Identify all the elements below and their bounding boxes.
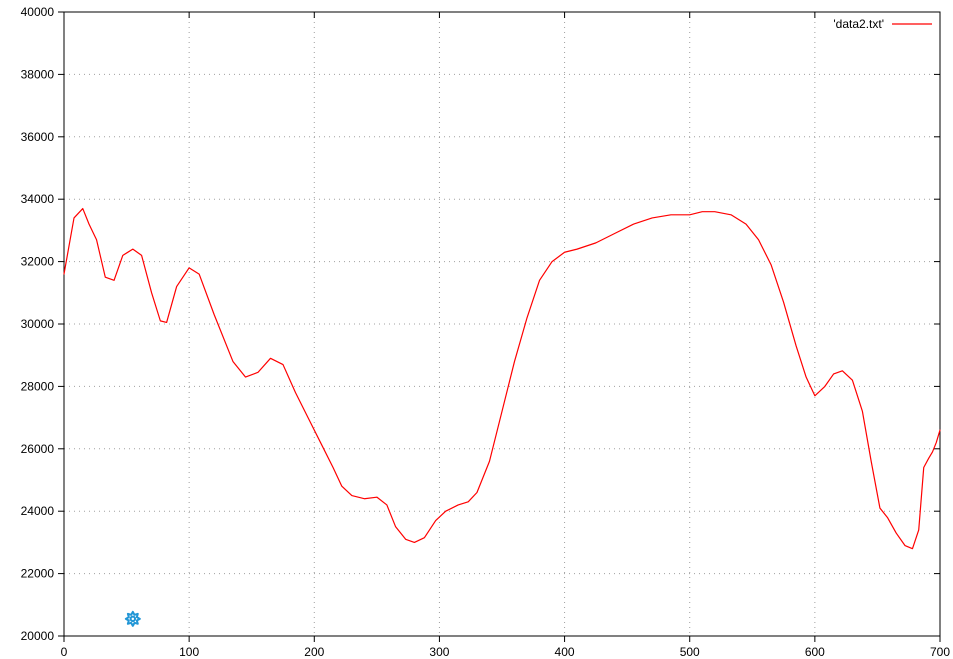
x-tick-label: 0 [61, 645, 68, 659]
x-tick-label: 200 [304, 645, 324, 659]
y-tick-label: 20000 [21, 629, 55, 643]
y-tick-label: 30000 [21, 317, 55, 331]
x-tick-label: 100 [179, 645, 199, 659]
legend-label: 'data2.txt' [833, 17, 884, 31]
x-tick-label: 400 [555, 645, 575, 659]
y-tick-label: 32000 [21, 255, 55, 269]
y-tick-label: 28000 [21, 379, 55, 393]
x-tick-label: 300 [429, 645, 449, 659]
line-chart: 0 100 200 300 400 500 600 700 20000 22000 24000 260… [0, 0, 953, 659]
x-tick-label: 600 [805, 645, 825, 659]
y-tick-label: 24000 [21, 504, 55, 518]
y-tick-label: 36000 [21, 130, 55, 144]
x-tick-label: 700 [930, 645, 950, 659]
chart-container: 0 100 200 300 400 500 600 700 20000 22000 24000 260… [0, 0, 953, 659]
y-tick-label: 38000 [21, 67, 55, 81]
y-tick-label: 26000 [21, 442, 55, 456]
y-tick-label: 22000 [21, 567, 55, 581]
y-tick-label: 34000 [21, 192, 55, 206]
x-tick-label: 500 [680, 645, 700, 659]
y-tick-label: 40000 [21, 5, 55, 19]
